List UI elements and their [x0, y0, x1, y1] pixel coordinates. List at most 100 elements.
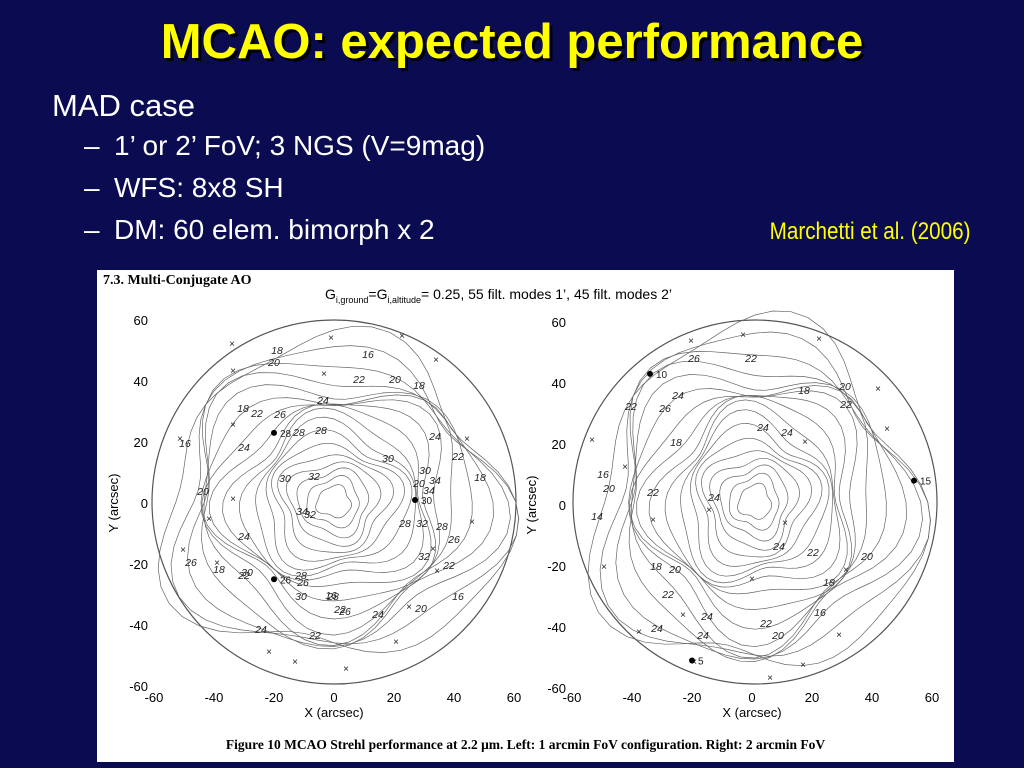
left-x-tick-label: 60: [507, 690, 521, 705]
left-sample-marker: ×: [406, 602, 412, 613]
bullet-sub-2: – WFS: 8x8 SH: [84, 172, 284, 203]
left-sample-marker: ×: [180, 545, 186, 556]
slide-title: MCAO: expected performance: [160, 15, 864, 69]
left-contour-line: [222, 403, 432, 587]
left-contour-label: 20: [388, 374, 401, 386]
left-contour-label: 24: [237, 531, 250, 543]
left-contour-label: 22: [451, 451, 464, 463]
right-contour-label: 26: [658, 403, 671, 415]
right-contour-line: [737, 482, 773, 520]
left-contour-label: 16: [452, 591, 464, 603]
right-y-axis-label: Y (arcsec): [524, 476, 539, 535]
left-x-tick-label: -20: [265, 690, 284, 705]
left-contour-line: [306, 475, 360, 529]
left-sample-marker: ×: [343, 664, 349, 675]
left-sample-marker: ×: [292, 657, 298, 668]
left-contour-label: 32: [308, 471, 320, 483]
right-contour-label: 18: [823, 577, 835, 589]
left-contour-line: [277, 454, 395, 553]
right-contour-line: [701, 450, 813, 558]
gain-sub-ground: i,ground: [335, 294, 369, 305]
left-contour-label: 18: [413, 380, 425, 392]
right-contour-label: 24: [696, 630, 709, 642]
left-sample-marker: ×: [321, 369, 327, 380]
figure-section-title: 7.3. Multi-Conjugate AO: [103, 273, 252, 288]
left-contour-line: [239, 407, 424, 581]
left-y-tick-label: -20: [129, 557, 148, 572]
right-sample-marker: ×: [650, 515, 656, 526]
right-contour-line: [629, 390, 858, 630]
left-contour-line: [285, 461, 382, 547]
left-guide-star-label: 30: [421, 496, 433, 507]
right-contour-line: [709, 457, 800, 551]
left-sample-marker: ×: [430, 544, 436, 555]
left-contour-label: 20: [414, 603, 427, 615]
left-contour-line: [200, 394, 453, 636]
left-contour-label: 16: [325, 590, 337, 602]
left-field-circle: [151, 319, 517, 685]
right-contour-label: 22: [624, 401, 637, 413]
left-y-tick-label: -40: [129, 618, 148, 633]
left-contour-label: 26: [447, 534, 460, 546]
left-contour-line: [209, 403, 436, 602]
right-y-tick-label: 60: [552, 315, 566, 330]
right-contour-label: 18: [798, 385, 810, 397]
right-contour-label: 24: [707, 492, 720, 504]
right-contour-label: 20: [838, 381, 851, 393]
left-contour-label: 28: [292, 427, 305, 439]
right-x-tick-label: -20: [683, 690, 702, 705]
right-sample-marker: ×: [782, 518, 788, 529]
right-contour-line: [690, 423, 830, 577]
left-guide-star-label: 26: [280, 575, 292, 586]
left-sample-marker: ×: [230, 494, 236, 505]
left-y-tick-label: 40: [134, 374, 148, 389]
left-contour-label: 26: [273, 409, 286, 421]
left-y-tick-label: 60: [134, 313, 148, 328]
left-contour-label: 22: [308, 630, 321, 642]
right-sample-marker: ×: [884, 424, 890, 435]
bullet-list: MAD case –1’ or 2’ FoV; 3 NGS (V=9mag) –…: [52, 88, 485, 256]
left-sample-marker: ×: [206, 514, 212, 525]
left-contour-line: [157, 325, 519, 653]
left-contour-line: [187, 363, 511, 647]
right-contour-line: [628, 360, 907, 662]
left-guide-star-label: 28: [280, 429, 292, 440]
gain-sub-altitude: i,altitude: [387, 294, 422, 305]
left-sample-marker: ×: [399, 331, 405, 342]
right-guide-star: [911, 477, 917, 484]
right-y-tick-label: 40: [552, 376, 566, 391]
left-contour-line: [271, 442, 405, 562]
left-contour-label: 30: [382, 453, 394, 465]
left-contour-label: 26: [338, 606, 351, 618]
right-contour-label: 18: [650, 561, 662, 573]
left-contour-label: 28: [326, 591, 339, 603]
left-x-axis-label: X (arcsec): [304, 705, 363, 720]
right-x-tick-label: -60: [563, 690, 582, 705]
right-x-axis-label: X (arcsec): [722, 705, 781, 720]
gain-rest: = 0.25, 55 filt. modes 1’, 45 filt. mode…: [421, 286, 672, 302]
left-contour-line: [315, 484, 352, 519]
right-sample-marker: ×: [589, 435, 595, 446]
bullet-main: MAD case: [52, 88, 195, 123]
right-contour-label: 24: [772, 541, 785, 553]
left-contour-label: 26: [296, 577, 309, 589]
right-contour-label: 24: [756, 422, 769, 434]
right-contour-label: 24: [671, 390, 684, 402]
right-sample-marker: ×: [680, 610, 686, 621]
left-contour-label: 30: [295, 591, 307, 603]
left-x-tick-label: 20: [387, 690, 401, 705]
right-contour-label: 20: [668, 564, 681, 576]
right-guide-star: [689, 657, 695, 664]
left-sample-marker: ×: [229, 339, 235, 350]
left-contour-label: 22: [237, 570, 250, 582]
citation: Marchetti et al. (2006): [769, 218, 970, 245]
right-sample-marker: ×: [802, 437, 808, 448]
right-sample-marker: ×: [836, 630, 842, 641]
right-sample-marker: ×: [601, 562, 607, 573]
left-contour-line: [201, 372, 494, 650]
right-sample-marker: ×: [816, 334, 822, 345]
right-sample-marker: ×: [706, 505, 712, 516]
left-contour-label: 32: [304, 509, 316, 521]
right-y-tick-label: 20: [552, 437, 566, 452]
left-contour-label: 24: [428, 431, 441, 443]
